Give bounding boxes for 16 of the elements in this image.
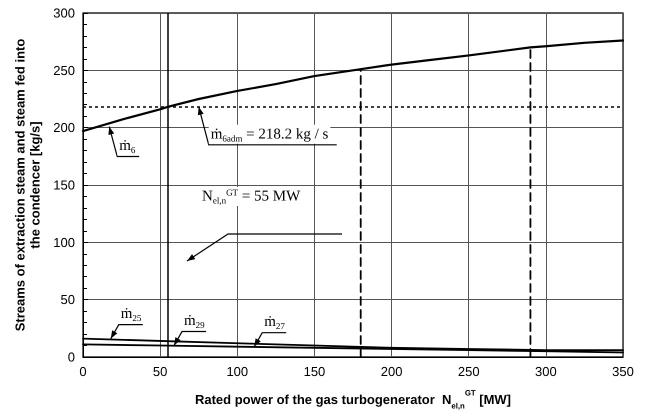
y-tick-label: 100	[53, 234, 75, 250]
y-tick-label: 0	[68, 350, 75, 364]
y-tick-label: 200	[53, 120, 75, 136]
y-tick-label: 50	[60, 292, 75, 308]
x-tick-label: 250	[458, 364, 480, 379]
y-tick-label: 150	[53, 178, 75, 192]
x-tick-label: 350	[612, 364, 634, 379]
x-tick-label: 300	[535, 364, 557, 379]
y-tick-label: 300	[53, 6, 75, 20]
x-tick-label: 100	[226, 364, 248, 379]
y-tick-label: 250	[53, 62, 75, 78]
x-tick-label: 150	[304, 364, 326, 379]
x-tick-label: 200	[380, 364, 402, 379]
x-tick-label: 50	[152, 364, 168, 379]
y-axis-title: Streams of extraction steam and steam fed into the condencer [kg/s]	[12, 38, 42, 332]
x-tick-label: 0	[79, 364, 87, 379]
